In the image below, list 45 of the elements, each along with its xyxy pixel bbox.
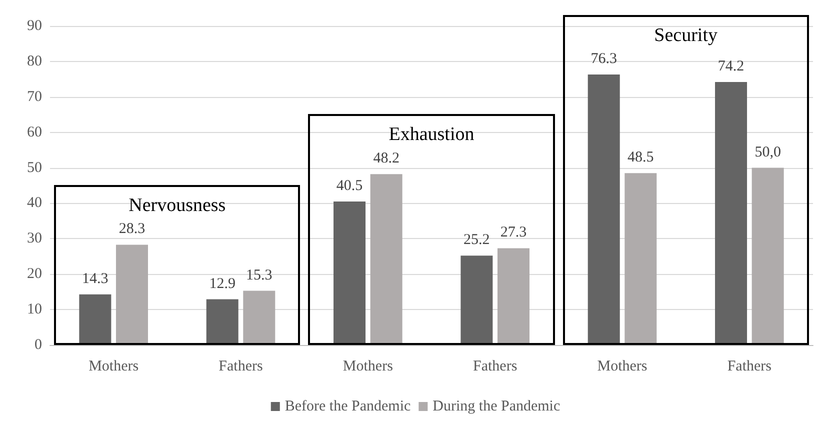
y-tick-label: 0	[34, 337, 42, 353]
bar	[497, 248, 530, 345]
annotation: Security	[653, 24, 718, 47]
y-tick-label: 60	[27, 124, 42, 140]
bar	[588, 74, 620, 345]
y-tick-label: 50	[27, 160, 42, 176]
y-tick-label: 40	[27, 195, 42, 212]
data-label: 50,0	[754, 144, 781, 160]
data-label: 25.2	[464, 232, 490, 248]
bar	[624, 173, 657, 345]
data-label: 40.5	[336, 178, 363, 194]
data-label: 14.3	[82, 270, 108, 287]
x-tick-label: Mothers	[597, 358, 648, 374]
bar	[752, 168, 784, 345]
data-label: 76.3	[590, 51, 617, 68]
annotation: Exhaustion	[388, 124, 476, 146]
y-tick-label: 90	[27, 18, 42, 34]
x-tick-label: Fathers	[218, 358, 263, 374]
annotation: Nervousness	[128, 194, 227, 217]
x-tick-label: Mothers	[342, 358, 394, 374]
bar	[370, 174, 402, 345]
x-tick-label: Fathers	[727, 358, 772, 374]
bar	[334, 201, 366, 345]
x-tick-label: Fathers	[472, 358, 518, 374]
data-label: 27.3	[500, 224, 527, 241]
legend-label: During the Pandemic	[432, 398, 560, 414]
y-tick-label: 10	[27, 302, 42, 318]
y-tick-label: 30	[27, 230, 42, 247]
bar	[715, 82, 748, 345]
bar	[460, 256, 493, 345]
y-tick-label: 80	[27, 53, 42, 70]
data-label: 12.9	[209, 276, 236, 292]
y-tick-label: 20	[27, 266, 42, 282]
y-tick-label: 70	[27, 88, 42, 105]
data-label: 74.2	[718, 58, 744, 74]
legend-label: Before the Pandemic	[284, 398, 411, 414]
bar	[206, 299, 238, 345]
bar	[79, 294, 112, 345]
data-label: 48.2	[373, 150, 400, 167]
bar	[116, 244, 148, 345]
bar	[243, 290, 276, 345]
data-label: 48.5	[628, 150, 654, 166]
x-tick-label: Mothers	[88, 358, 139, 374]
data-label: 15.3	[246, 267, 272, 284]
data-label: 28.3	[118, 221, 146, 238]
